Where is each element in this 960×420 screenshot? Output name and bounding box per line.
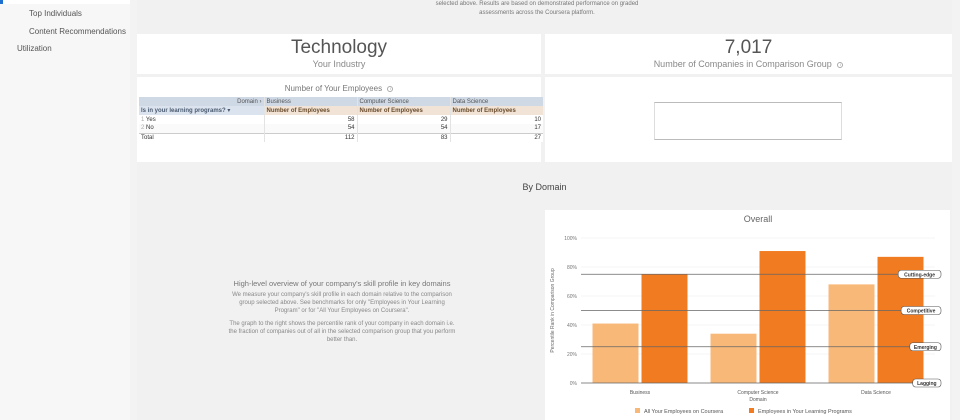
y-tick-label: 20% <box>567 352 578 358</box>
x-axis-label: Domain <box>749 397 766 403</box>
reference-label-box <box>897 269 942 279</box>
legend-label: Employees in Your Learning Programs <box>758 409 852 415</box>
table-cell: 27 <box>449 132 543 142</box>
empty-panel <box>654 102 842 140</box>
description-paragraph: We measure your company's skill profile … <box>232 292 452 314</box>
reference-label: Competitive <box>907 309 936 315</box>
overall-chart-card: Overall 0% 20% 40% 60% 80% 100% Percentile Rank… <box>545 210 950 420</box>
row-label: 2 No <box>139 124 264 133</box>
row-header[interactable]: Is in your learning programs? ▾ <box>139 106 264 115</box>
sidebar-item-content-recommendations[interactable]: Content Recommendations <box>29 27 126 36</box>
chart-title: Overall <box>744 214 773 224</box>
reference-label-box <box>912 378 942 388</box>
industry-label: Your Industry <box>312 59 366 69</box>
table-cell: 112 <box>263 132 357 142</box>
bar <box>759 251 806 383</box>
row-label: 1 Yes <box>139 115 264 124</box>
table-cell: 58 <box>263 115 357 124</box>
y-tick-label: 0% <box>570 381 578 387</box>
info-icon[interactable]: i <box>387 85 394 92</box>
reference-label: Cutting-edge <box>904 272 935 278</box>
metric-header: Number of Employees <box>356 106 450 115</box>
legend-label: All Your Employees on Coursera <box>644 409 724 415</box>
legend-swatch <box>749 408 754 413</box>
overall-chart: Overall 0% 20% 40% 60% 80% 100% Percentile Rank… <box>550 214 942 415</box>
sidebar-item-utilization[interactable]: Utilization <box>17 44 52 53</box>
sidebar-item-top-individuals[interactable]: Top Individuals <box>29 9 82 18</box>
row-index: 1 <box>141 116 145 123</box>
y-axis-label: Percentile Rank in Comparison Group <box>550 268 556 352</box>
comparison-label-row: Number of Companies in Comparison Group … <box>545 59 952 69</box>
reference-label-box <box>900 306 942 315</box>
table-total-row: Total 112 83 27 <box>139 132 543 142</box>
sidebar: Top Individuals Content Recommendations … <box>0 0 130 420</box>
comparison-label: Number of Companies in Comparison Group <box>653 59 832 69</box>
column-header[interactable]: Data Science <box>449 97 543 106</box>
table-cell: 29 <box>356 115 450 124</box>
sidebar-active-item[interactable] <box>0 0 130 4</box>
employees-pivot-table: Domain › Business Computer Science Data … <box>139 97 543 142</box>
y-tick-label: 80% <box>567 265 578 271</box>
row-header-label: Is in your learning programs? <box>141 108 226 114</box>
by-domain-title: By Domain <box>522 182 567 192</box>
comparison-detail-card <box>545 77 952 162</box>
row-label-text: No <box>146 125 154 132</box>
metric-header: Number of Employees <box>263 106 357 115</box>
comparison-card: 7,017 Number of Companies in Comparison … <box>545 34 952 74</box>
table-cell: 83 <box>356 132 450 142</box>
legend-swatch <box>635 408 640 413</box>
methodology-note-line2: assessments across the Coursera platform… <box>479 10 595 16</box>
reference-label-box <box>909 342 942 352</box>
y-tick-label: 40% <box>567 323 578 329</box>
column-header[interactable]: Business <box>263 97 357 106</box>
table-row: 1 Yes 58 29 10 <box>139 115 543 124</box>
bar <box>641 274 688 383</box>
bar <box>828 284 875 383</box>
x-tick-label: Data Science <box>861 390 891 396</box>
column-header[interactable]: Computer Science <box>356 97 450 106</box>
employees-table-title: Number of Your Employees <box>284 84 383 93</box>
comparison-count: 7,017 <box>724 37 773 58</box>
table-header-metric-row: Is in your learning programs? ▾ Number o… <box>139 106 543 115</box>
reference-label: Emerging <box>914 345 937 351</box>
row-index: 2 <box>141 125 145 132</box>
reference-label: Lagging <box>917 381 936 387</box>
domain-header-label: Domain <box>237 98 258 105</box>
info-icon[interactable]: i <box>837 61 844 68</box>
description-paragraph: The graph to the right shows the percent… <box>228 321 456 343</box>
methodology-note: selected above. Results are based on dem… <box>287 0 787 18</box>
x-tick-label: Computer Science <box>737 390 778 396</box>
table-cell: 10 <box>449 115 543 124</box>
y-tick-label: 60% <box>567 294 578 300</box>
total-label: Total <box>139 132 264 142</box>
domain-description: High-level overview of your company's sk… <box>227 280 457 349</box>
y-tick-label: 100% <box>564 236 577 242</box>
table-header-domain-row: Domain › Business Computer Science Data … <box>139 97 543 106</box>
table-cell: 54 <box>356 124 450 133</box>
employees-table-title-row: Number of Your Employees i <box>137 84 541 93</box>
industry-value: Technology <box>290 37 388 58</box>
row-label-text: Yes <box>145 116 156 123</box>
methodology-note-line1: selected above. Results are based on dem… <box>435 1 639 7</box>
description-heading: High-level overview of your company's sk… <box>233 279 451 288</box>
metric-header: Number of Employees <box>449 106 543 115</box>
table-cell: 17 <box>449 124 543 133</box>
x-tick-label: Business <box>630 390 651 396</box>
domain-header[interactable]: Domain › <box>139 97 264 106</box>
table-cell: 54 <box>263 124 357 133</box>
table-row: 2 No 54 54 17 <box>139 124 543 133</box>
bar <box>592 323 639 383</box>
industry-card: Technology Your Industry <box>137 34 541 74</box>
bar <box>710 333 757 383</box>
